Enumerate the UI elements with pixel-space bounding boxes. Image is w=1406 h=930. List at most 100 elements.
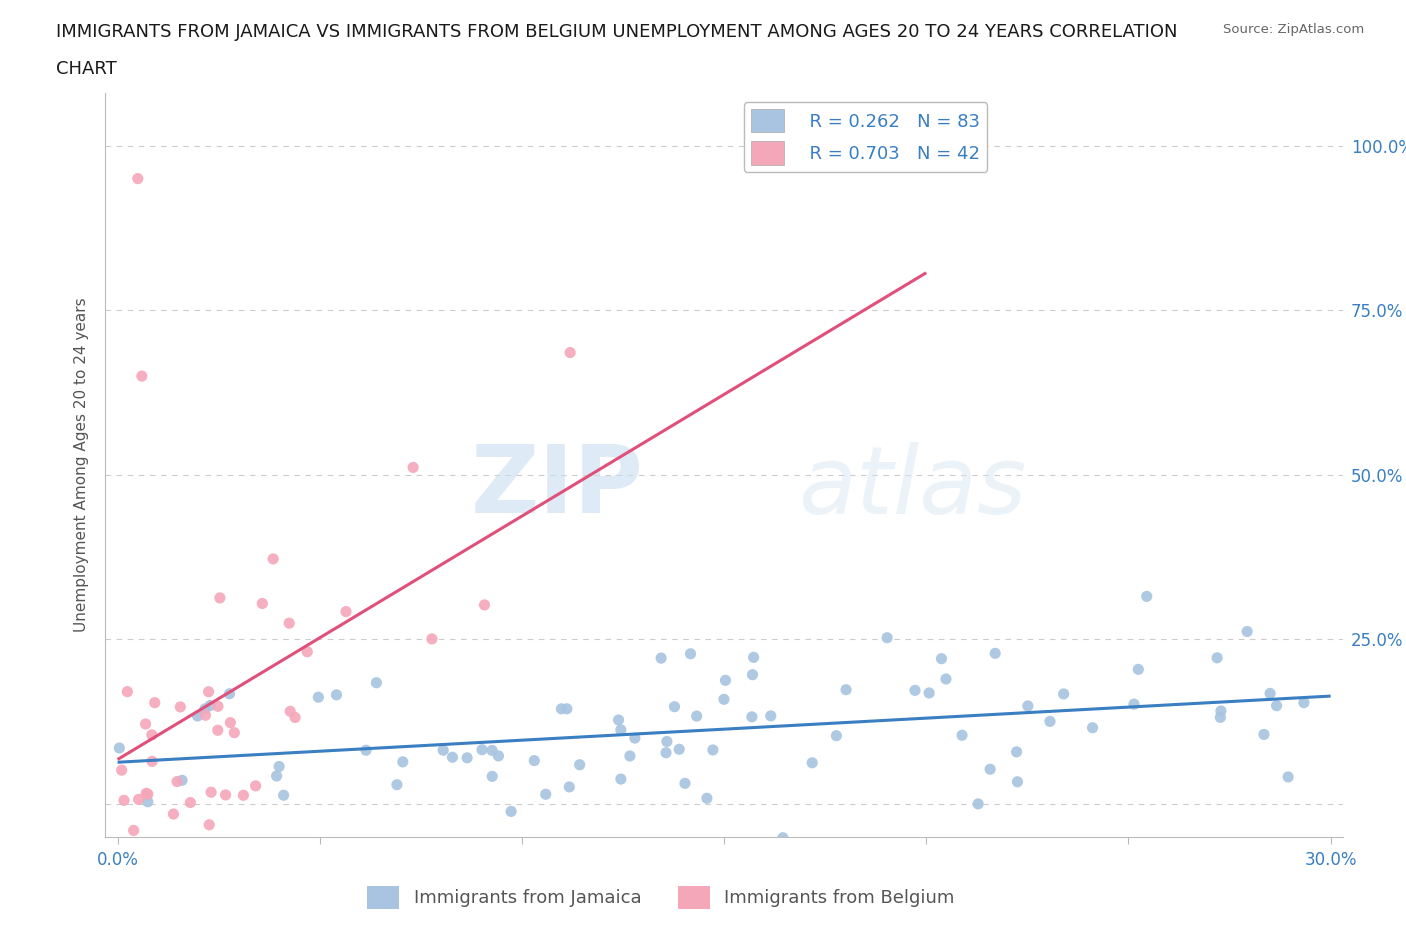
Point: [131, 368, 153, 383]
Y-axis label: Unemployment Among Ages 20 to 24 years: Unemployment Among Ages 20 to 24 years: [75, 298, 90, 632]
Point: [801, 755, 824, 770]
Point: [194, 701, 217, 716]
Point: [935, 671, 957, 686]
Point: [187, 709, 209, 724]
Point: [262, 551, 284, 566]
Point: [534, 787, 557, 802]
Point: [232, 788, 254, 803]
Point: [456, 751, 478, 765]
Point: [624, 731, 647, 746]
Point: [638, 846, 661, 861]
Text: atlas: atlas: [799, 442, 1026, 533]
Point: [1005, 744, 1028, 759]
Point: [550, 701, 572, 716]
Point: [488, 749, 510, 764]
Point: [668, 742, 690, 757]
Point: [1253, 727, 1275, 742]
Point: [179, 795, 201, 810]
Point: [1123, 697, 1146, 711]
Point: [135, 786, 157, 801]
Point: [560, 345, 582, 360]
Text: Source: ZipAtlas.com: Source: ZipAtlas.com: [1223, 23, 1364, 36]
Point: [1292, 696, 1315, 711]
Point: [904, 683, 927, 698]
Point: [273, 788, 295, 803]
Point: [214, 788, 236, 803]
Point: [162, 806, 184, 821]
Point: [555, 701, 578, 716]
Point: [714, 673, 737, 688]
Point: [108, 740, 131, 755]
Point: [208, 591, 231, 605]
Point: [673, 776, 696, 790]
Point: [686, 709, 709, 724]
Point: [325, 687, 347, 702]
Point: [136, 787, 159, 802]
Text: CHART: CHART: [56, 60, 117, 78]
Point: [1052, 686, 1074, 701]
Point: [501, 804, 523, 818]
Point: [224, 725, 246, 740]
Point: [1039, 714, 1062, 729]
Point: [197, 684, 219, 699]
Point: [128, 792, 150, 807]
Point: [266, 768, 288, 783]
Point: [141, 754, 163, 769]
Point: [169, 699, 191, 714]
Point: [471, 742, 494, 757]
Point: [170, 773, 193, 788]
Point: [141, 727, 163, 742]
Point: [1206, 650, 1229, 665]
Legend:   R = 0.262   N = 83,   R = 0.703   N = 42: R = 0.262 N = 83, R = 0.703 N = 42: [744, 102, 987, 172]
Point: [335, 604, 357, 619]
Point: [1017, 698, 1039, 713]
Point: [366, 675, 388, 690]
Point: [143, 696, 166, 711]
Point: [742, 650, 765, 665]
Point: [523, 753, 546, 768]
Point: [111, 763, 134, 777]
Point: [918, 685, 941, 700]
Point: [1209, 710, 1232, 724]
Point: [207, 698, 229, 713]
Point: [876, 631, 898, 645]
Point: [307, 690, 329, 705]
Point: [200, 785, 222, 800]
Text: ZIP: ZIP: [471, 442, 644, 533]
Point: [194, 708, 217, 723]
Point: [284, 710, 307, 724]
Point: [278, 704, 301, 719]
Point: [481, 743, 503, 758]
Point: [218, 686, 240, 701]
Point: [1209, 703, 1232, 718]
Point: [568, 757, 591, 772]
Point: [619, 749, 641, 764]
Point: [198, 817, 221, 832]
Point: [432, 743, 454, 758]
Point: [1136, 589, 1159, 604]
Point: [1258, 686, 1281, 701]
Point: [474, 597, 496, 612]
Point: [441, 750, 464, 764]
Point: [354, 743, 377, 758]
Point: [950, 728, 973, 743]
Point: [610, 772, 633, 787]
Point: [713, 692, 735, 707]
Point: [420, 631, 443, 646]
Text: IMMIGRANTS FROM JAMAICA VS IMMIGRANTS FROM BELGIUM UNEMPLOYMENT AMONG AGES 20 TO: IMMIGRANTS FROM JAMAICA VS IMMIGRANTS FR…: [56, 23, 1178, 41]
Point: [607, 712, 630, 727]
Point: [650, 651, 672, 666]
Point: [967, 796, 990, 811]
Point: [385, 777, 408, 792]
Point: [1236, 624, 1258, 639]
Point: [122, 823, 145, 838]
Point: [772, 830, 794, 845]
Point: [118, 840, 141, 855]
Point: [198, 698, 221, 713]
Point: [664, 699, 686, 714]
Point: [835, 683, 858, 698]
Point: [278, 616, 301, 631]
Point: [1007, 775, 1029, 790]
Point: [219, 715, 242, 730]
Point: [136, 794, 159, 809]
